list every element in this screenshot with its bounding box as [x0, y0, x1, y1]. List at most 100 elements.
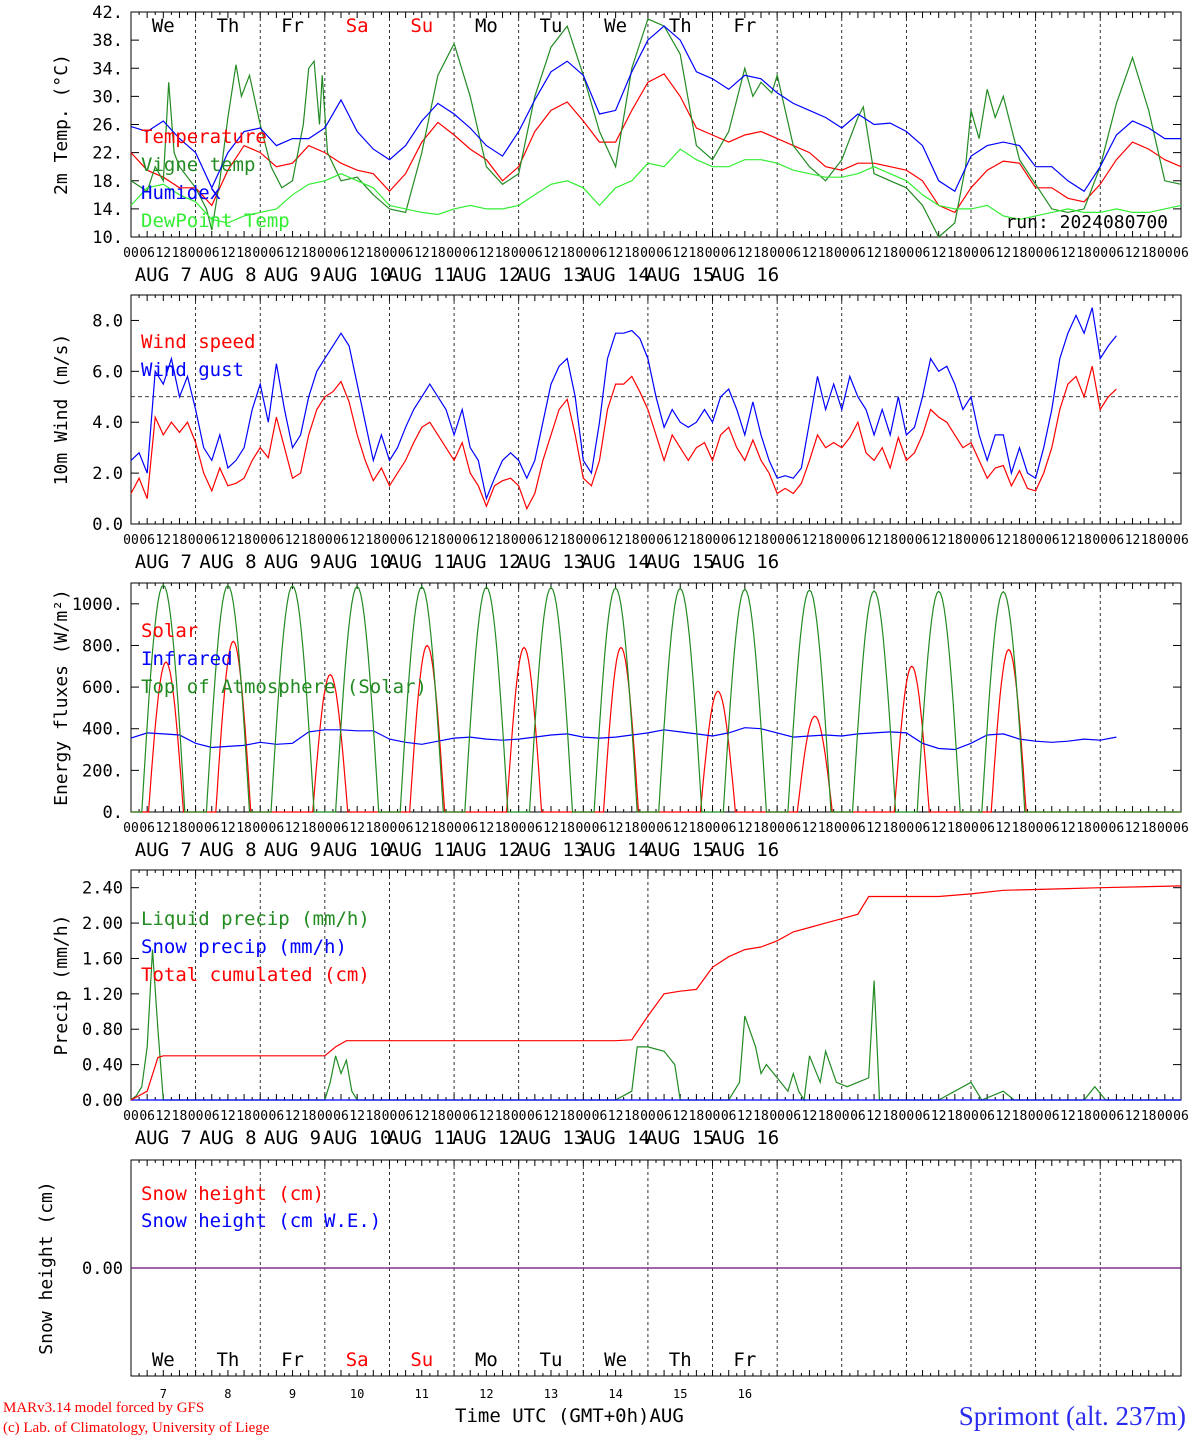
hour-tick-label: 00: [899, 1109, 915, 1124]
y-tick-label: 0.00: [82, 1259, 123, 1279]
hour-tick-label: 12: [285, 246, 301, 261]
series-humidex: [130, 25, 1181, 193]
hour-tick-label: 18: [430, 533, 446, 548]
hour-tick-label: 00: [123, 533, 139, 548]
hour-tick-label: 00: [575, 1109, 591, 1124]
date-label: AUG 9: [264, 551, 321, 573]
date-label: AUG 14: [581, 551, 650, 573]
date-label: AUG 8: [199, 1127, 256, 1149]
day-number-label: 15: [673, 1387, 687, 1401]
hour-tick-label: 06: [269, 1109, 285, 1124]
hour-tick-label: 12: [349, 1109, 365, 1124]
hour-tick-label: 00: [317, 1109, 333, 1124]
hour-tick-label: 06: [462, 821, 478, 836]
date-label: AUG 16: [711, 551, 780, 573]
day-number-label: 7: [160, 1387, 167, 1401]
panel-temperature: [130, 11, 1182, 238]
hour-tick-label: 00: [575, 533, 591, 548]
legend-entry: Wind speed: [141, 331, 255, 353]
date-label: AUG 7: [135, 839, 192, 861]
date-label: AUG 16: [711, 839, 780, 861]
hour-tick-label: 00: [1092, 533, 1108, 548]
hour-tick-label: 06: [1044, 1109, 1060, 1124]
y-tick-label: 2.0: [92, 464, 123, 484]
hour-tick-label: 12: [479, 821, 495, 836]
date-label: AUG 14: [581, 1127, 650, 1149]
hour-tick-label: 00: [1157, 533, 1173, 548]
hour-tick-label: 00: [252, 821, 268, 836]
hour-tick-label: 18: [1012, 821, 1028, 836]
weekday-label: Fr: [733, 1349, 756, 1371]
hour-tick-label: 06: [269, 533, 285, 548]
hour-tick-label: 18: [689, 1109, 705, 1124]
hour-tick-label: 06: [398, 533, 414, 548]
hour-tick-label: 06: [139, 533, 155, 548]
hour-tick-label: 00: [640, 246, 656, 261]
hour-tick-label: 18: [559, 821, 575, 836]
hour-tick-label: 18: [753, 533, 769, 548]
hour-tick-label: 00: [511, 533, 527, 548]
hour-tick-label: 12: [866, 821, 882, 836]
hour-tick-label: 18: [753, 246, 769, 261]
day-number-label: 14: [608, 1387, 622, 1401]
hour-tick-label: 00: [382, 533, 398, 548]
hour-tick-label: 18: [1076, 246, 1092, 261]
hour-tick-label: 00: [188, 533, 204, 548]
hour-tick-label: 12: [608, 246, 624, 261]
hour-tick-label: 12: [995, 1109, 1011, 1124]
hour-tick-label: 06: [979, 533, 995, 548]
hour-tick-label: 00: [963, 533, 979, 548]
hour-tick-label: 00: [123, 246, 139, 261]
hour-tick-label: 18: [365, 533, 381, 548]
hour-tick-label: 00: [834, 821, 850, 836]
date-label: AUG 10: [323, 1127, 392, 1149]
date-label: AUG 8: [199, 551, 256, 573]
hour-tick-label: 18: [1141, 533, 1157, 548]
hour-tick-label: 00: [382, 246, 398, 261]
hour-tick-label: 00: [640, 821, 656, 836]
hour-tick-label: 00: [123, 821, 139, 836]
hour-tick-label: 12: [737, 533, 753, 548]
weekday-label: Tu: [540, 15, 563, 37]
hour-tick-label: 18: [1076, 821, 1092, 836]
hour-tick-label: 12: [931, 246, 947, 261]
hour-tick-label: 12: [672, 1109, 688, 1124]
hour-tick-label: 06: [527, 533, 543, 548]
hour-tick-label: 06: [333, 821, 349, 836]
hour-tick-label: 00: [963, 821, 979, 836]
hour-tick-label: 06: [979, 1109, 995, 1124]
y-axis-label: 2m Temp. (°C): [51, 54, 72, 195]
hour-tick-label: 06: [139, 246, 155, 261]
weekday-label: We: [604, 1349, 627, 1371]
hour-tick-label: 18: [301, 246, 317, 261]
hour-tick-label: 00: [382, 821, 398, 836]
date-label: AUG 9: [264, 264, 321, 286]
hour-tick-label: 12: [479, 533, 495, 548]
series-temperature: [130, 73, 1182, 214]
y-tick-label: 0.: [103, 803, 123, 823]
y-tick-label: 4.0: [92, 413, 123, 433]
hour-tick-label: 18: [1141, 821, 1157, 836]
model-credit: MARv3.14 model forced by GFS: [3, 1400, 205, 1416]
hour-tick-label: 12: [802, 533, 818, 548]
hour-tick-label: 06: [1173, 246, 1189, 261]
hour-tick-label: 12: [1060, 246, 1076, 261]
hour-tick-label: 18: [430, 1109, 446, 1124]
hour-tick-label: 06: [915, 1109, 931, 1124]
hour-tick-label: 18: [624, 533, 640, 548]
hour-tick-label: 12: [155, 533, 171, 548]
hour-tick-label: 00: [252, 533, 268, 548]
hour-tick-label: 18: [430, 821, 446, 836]
hour-tick-label: 00: [1092, 246, 1108, 261]
hour-tick-label: 12: [802, 1109, 818, 1124]
legend-entry: Humidex: [141, 182, 221, 204]
weekday-label: We: [152, 15, 175, 37]
hour-tick-label: 18: [1141, 246, 1157, 261]
series-wind-speed: [130, 366, 1117, 511]
hour-tick-label: 00: [705, 1109, 721, 1124]
hour-tick-label: 12: [349, 246, 365, 261]
weekday-label: We: [604, 15, 627, 37]
hour-tick-label: 06: [785, 246, 801, 261]
hour-tick-label: 06: [1109, 533, 1125, 548]
hour-tick-label: 06: [204, 246, 220, 261]
